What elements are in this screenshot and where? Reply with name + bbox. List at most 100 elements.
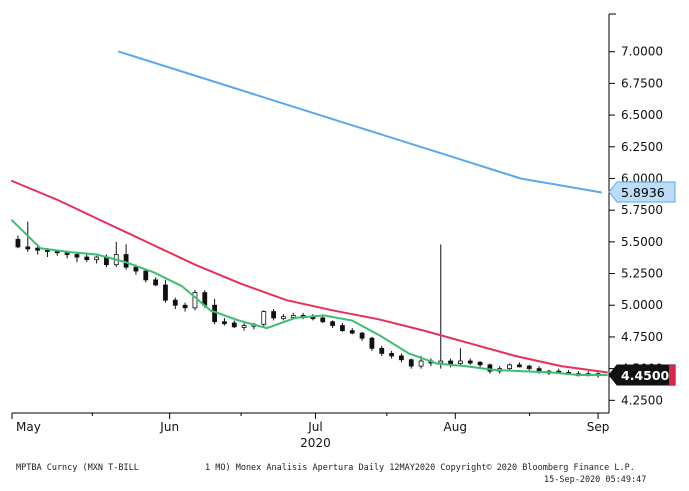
- ohlc-body: [438, 360, 444, 364]
- series-layer: [11, 50, 608, 378]
- ohlc-body: [458, 360, 463, 364]
- ohlc-body: [418, 360, 424, 367]
- y-tick-label: 6.5000: [621, 108, 663, 122]
- ohlc-body: [487, 364, 493, 372]
- ohlc-body: [182, 304, 188, 309]
- ohlc-bar: [526, 364, 532, 372]
- series-line-2: [11, 180, 608, 374]
- ohlc-body: [84, 256, 90, 261]
- ohlc-body: [94, 256, 100, 261]
- last-value-tag: 4.4500: [608, 364, 676, 386]
- x-tick-label: Jun: [159, 420, 179, 434]
- y-tick-label: 6.2500: [621, 140, 663, 154]
- last-value-tag-accent: [669, 364, 675, 385]
- ohlc-bar: [399, 353, 404, 363]
- ohlc-bar: [143, 269, 149, 283]
- ohlc-bar: [231, 320, 237, 329]
- ohlc-bar: [330, 320, 335, 329]
- ohlc-bar: [15, 235, 21, 249]
- ohlc-body: [340, 325, 345, 331]
- x-tick-label: May: [16, 420, 41, 434]
- ohlc-bar: [74, 253, 80, 263]
- ohlc-bar: [369, 336, 375, 351]
- ohlc-bar: [359, 331, 365, 341]
- x-tick-label: Aug: [444, 420, 467, 434]
- ohlc-body: [133, 266, 139, 272]
- ohlc-bar: [123, 244, 129, 270]
- series-line-1: [118, 50, 602, 194]
- ohlc-bar: [172, 297, 178, 310]
- ohlc-bar: [320, 315, 326, 323]
- ohlc-body: [359, 332, 365, 339]
- ohlc-body: [290, 314, 296, 318]
- x-tick-label: Jul: [307, 420, 322, 434]
- ohlc-body: [467, 360, 473, 364]
- last-value-tag-label: 4.4500: [621, 368, 670, 383]
- ohlc-body: [330, 321, 335, 326]
- ohlc-bar: [467, 358, 473, 365]
- last-value-tag-label: 5.8936: [621, 185, 665, 200]
- ohlc-bar: [379, 345, 385, 356]
- ohlc-body: [261, 311, 267, 325]
- y-tick-label: 7.0000: [621, 45, 663, 59]
- ohlc-body: [222, 321, 227, 325]
- ohlc-body: [389, 353, 394, 357]
- ohlc-bar: [182, 302, 188, 312]
- ohlc-body: [369, 337, 375, 349]
- ohlc-bar: [271, 309, 276, 321]
- ohlc-body: [25, 246, 31, 250]
- y-tick-label: 5.5000: [621, 235, 663, 249]
- ohlc-body: [379, 347, 385, 354]
- axes: [11, 13, 616, 419]
- x-axis-title: 2020: [300, 436, 331, 450]
- series-line-3: [11, 219, 608, 376]
- ohlc-body: [15, 238, 21, 248]
- ohlc-bar: [261, 310, 267, 327]
- last-value-tag: 5.8936: [608, 181, 676, 203]
- ohlc-bar: [517, 362, 522, 368]
- y-tick-label: 4.7500: [621, 330, 663, 344]
- ohlc-bar: [448, 358, 453, 368]
- ohlc-body: [349, 330, 355, 334]
- ohlc-body: [526, 365, 532, 370]
- ohlc-body: [172, 299, 178, 306]
- ohlc-bar: [94, 255, 100, 264]
- y-tick-label: 4.2500: [621, 393, 663, 407]
- footer-timestamp: 15-Sep-2020 05:49:47: [544, 475, 647, 485]
- ohlc-bar: [349, 328, 355, 335]
- ohlc-body: [143, 270, 149, 281]
- ohlc-body: [448, 360, 453, 364]
- ohlc-bar: [281, 314, 286, 321]
- ohlc-body: [507, 364, 512, 370]
- ohlc-body: [271, 311, 276, 319]
- ohlc-bar: [113, 241, 119, 268]
- ohlc-bar: [408, 358, 414, 369]
- last-value-tag-bg: [608, 181, 676, 203]
- ohlc-bar: [340, 322, 345, 332]
- ohlc-bar: [458, 348, 463, 367]
- ohlc-body: [320, 317, 326, 323]
- ohlc-body: [74, 254, 80, 258]
- footer-copyright: 1 MO) Monex Analisis Apertura Daily 12MA…: [205, 463, 635, 473]
- ohlc-body: [477, 361, 483, 366]
- ohlc-body: [241, 325, 247, 328]
- ohlc-body: [153, 279, 159, 286]
- ohlc-bar: [163, 279, 168, 303]
- axis-labels: 7.00006.75006.50006.25006.00005.75005.50…: [16, 45, 676, 450]
- ohlc-body: [212, 304, 218, 323]
- ohlc-bar: [192, 290, 198, 311]
- y-tick-label: 6.7500: [621, 76, 663, 90]
- ohlc-bar: [153, 277, 159, 287]
- y-tick-label: 5.0000: [621, 298, 663, 312]
- ohlc-body: [399, 355, 404, 361]
- ohlc-bar: [438, 244, 444, 369]
- ohlc-body: [123, 254, 129, 268]
- ohlc-bar: [389, 350, 394, 359]
- ohlc-body: [35, 247, 41, 251]
- ohlc-bar: [222, 317, 227, 326]
- y-tick-label: 5.2500: [621, 267, 663, 281]
- ohlc-body: [231, 322, 237, 328]
- x-tick-label: Sep: [587, 420, 610, 434]
